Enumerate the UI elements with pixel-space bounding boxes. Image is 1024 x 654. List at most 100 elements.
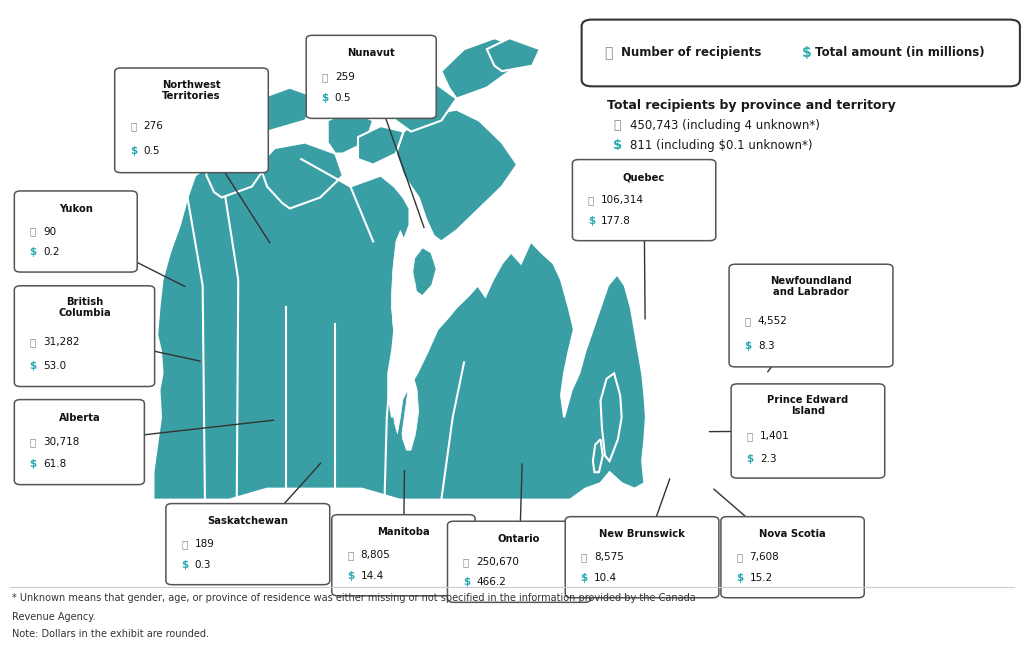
FancyBboxPatch shape — [166, 504, 330, 585]
Text: Alberta: Alberta — [58, 413, 100, 422]
Text: Manitoba: Manitoba — [377, 527, 430, 538]
Polygon shape — [259, 143, 343, 209]
Text: ⛹: ⛹ — [30, 337, 36, 347]
FancyBboxPatch shape — [721, 517, 864, 598]
Text: $: $ — [130, 146, 137, 156]
Text: $: $ — [463, 577, 470, 587]
Text: Ontario: Ontario — [498, 534, 541, 544]
Text: 7,608: 7,608 — [750, 552, 779, 562]
Text: 8,575: 8,575 — [594, 552, 624, 562]
Text: $: $ — [588, 216, 595, 226]
Text: 14.4: 14.4 — [360, 571, 384, 581]
Text: ⛹: ⛹ — [581, 552, 587, 562]
Text: Nova Scotia: Nova Scotia — [759, 529, 826, 540]
Text: $: $ — [181, 560, 188, 570]
FancyBboxPatch shape — [14, 400, 144, 485]
Polygon shape — [412, 247, 437, 296]
Polygon shape — [441, 38, 524, 99]
FancyBboxPatch shape — [447, 521, 591, 602]
Text: 53.0: 53.0 — [43, 361, 67, 371]
Text: Revenue Agency.: Revenue Agency. — [12, 611, 96, 622]
Polygon shape — [402, 373, 419, 450]
Text: 31,282: 31,282 — [43, 337, 80, 347]
Text: 15.2: 15.2 — [750, 573, 773, 583]
Text: * Unknown means that gender, age, or province of residence was either missing or: * Unknown means that gender, age, or pro… — [12, 593, 696, 604]
FancyBboxPatch shape — [14, 191, 137, 272]
Polygon shape — [328, 71, 381, 110]
Polygon shape — [396, 110, 517, 241]
Text: 0.5: 0.5 — [143, 146, 160, 156]
Text: 466.2: 466.2 — [476, 577, 506, 587]
Text: 106,314: 106,314 — [601, 195, 644, 205]
Text: ⛹: ⛹ — [463, 557, 469, 567]
Text: $: $ — [347, 571, 354, 581]
Text: Prince Edward
Island: Prince Edward Island — [767, 395, 849, 416]
Text: $: $ — [30, 458, 37, 469]
Text: ⛹: ⛹ — [347, 550, 353, 560]
Polygon shape — [600, 373, 622, 461]
Text: $: $ — [802, 46, 812, 60]
Text: 61.8: 61.8 — [43, 458, 67, 469]
Polygon shape — [486, 38, 540, 71]
Text: ⛹: ⛹ — [30, 437, 36, 447]
Text: ⛹: ⛹ — [181, 539, 187, 549]
Text: ⛹: ⛹ — [130, 121, 136, 131]
Polygon shape — [328, 110, 373, 154]
Text: 8.3: 8.3 — [758, 341, 774, 351]
Text: Number of recipients: Number of recipients — [621, 46, 761, 60]
Text: British
Columbia: British Columbia — [58, 297, 111, 318]
Text: $: $ — [30, 361, 37, 371]
Text: 1,401: 1,401 — [760, 431, 790, 441]
Text: 177.8: 177.8 — [601, 216, 631, 226]
Text: 259: 259 — [335, 72, 354, 82]
Text: Saskatchewan: Saskatchewan — [207, 516, 289, 526]
Text: Note: Dollars in the exhibit are rounded.: Note: Dollars in the exhibit are rounded… — [12, 629, 209, 640]
Text: Quebec: Quebec — [623, 172, 666, 182]
FancyBboxPatch shape — [14, 286, 155, 387]
Text: ⛹: ⛹ — [744, 317, 751, 326]
Text: $: $ — [746, 454, 754, 464]
Text: ⛹: ⛹ — [30, 226, 36, 237]
FancyBboxPatch shape — [729, 264, 893, 367]
Text: Total recipients by province and territory: Total recipients by province and territo… — [607, 99, 896, 112]
Text: ⛹: ⛹ — [613, 119, 621, 132]
Text: New Brunswick: New Brunswick — [599, 529, 685, 540]
Text: 4,552: 4,552 — [758, 317, 787, 326]
Text: $: $ — [581, 573, 588, 583]
FancyBboxPatch shape — [115, 68, 268, 173]
FancyBboxPatch shape — [731, 384, 885, 478]
Text: ⛹: ⛹ — [322, 72, 328, 82]
Text: 0.2: 0.2 — [43, 247, 59, 257]
FancyBboxPatch shape — [565, 517, 719, 598]
Text: 10.4: 10.4 — [594, 573, 617, 583]
FancyBboxPatch shape — [332, 515, 475, 596]
Text: Nunavut: Nunavut — [347, 48, 395, 58]
Text: 0.5: 0.5 — [335, 93, 351, 103]
Text: 0.3: 0.3 — [195, 560, 211, 570]
Polygon shape — [252, 88, 321, 131]
Text: Yukon: Yukon — [58, 203, 93, 214]
Text: 250,670: 250,670 — [476, 557, 519, 567]
Text: 450,743 (including 4 unknown*): 450,743 (including 4 unknown*) — [630, 119, 819, 132]
FancyBboxPatch shape — [582, 20, 1020, 86]
Text: 189: 189 — [195, 539, 214, 549]
Text: 2.3: 2.3 — [760, 454, 776, 464]
FancyBboxPatch shape — [306, 35, 436, 118]
FancyBboxPatch shape — [572, 160, 716, 241]
Text: 276: 276 — [143, 121, 163, 131]
Text: 90: 90 — [43, 226, 56, 237]
Text: $: $ — [322, 93, 329, 103]
Polygon shape — [154, 159, 646, 500]
Polygon shape — [358, 126, 403, 165]
Text: Total amount (in millions): Total amount (in millions) — [815, 46, 985, 60]
Polygon shape — [388, 82, 457, 131]
Text: 8,805: 8,805 — [360, 550, 390, 560]
Polygon shape — [381, 49, 434, 93]
Text: ⛹: ⛹ — [736, 552, 742, 562]
Text: Newfoundland
and Labrador: Newfoundland and Labrador — [770, 276, 852, 297]
Text: ⛹: ⛹ — [588, 195, 594, 205]
Text: 811 (including $0.1 unknown*): 811 (including $0.1 unknown*) — [630, 139, 812, 152]
Polygon shape — [207, 137, 267, 198]
Text: 30,718: 30,718 — [43, 437, 80, 447]
Text: $: $ — [736, 573, 743, 583]
